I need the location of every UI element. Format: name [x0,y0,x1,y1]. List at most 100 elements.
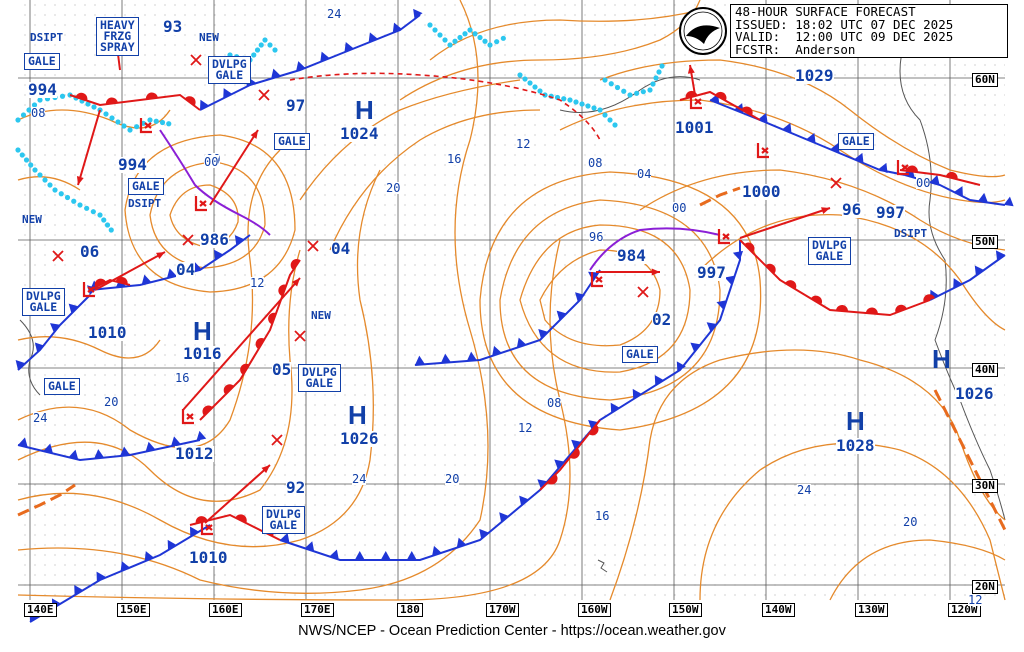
low-symbols [52,29,909,536]
cold-front-triangle [995,250,1006,261]
cold-front-triangle [878,162,888,174]
heavy-freezing-spray-warning: HEAVY FRZG SPRAY [96,17,139,56]
cold-front-triangle [466,351,477,362]
cold-front-triangle [96,571,106,582]
warm-front-half-circle [785,280,797,290]
cold-front-triangle [320,51,330,62]
ice-edge-dot [26,107,32,113]
cold-front-line [929,254,1006,301]
warm-front-half-circle [835,304,848,312]
ice-edge-dot [612,122,618,128]
cold-front-triangle [380,551,391,560]
low-pressure-label: 1001 [675,118,714,137]
isobar-line [429,9,701,61]
ice-edge-dot [607,117,613,123]
low-pressure-label: 984 [617,246,646,265]
ice-edge-dot [134,124,140,130]
lat-label-60n: 60N [972,73,998,87]
ice-edge-dot [85,101,91,107]
high-pressure-label: 1016 [183,344,222,363]
cold-front-triangle [977,192,988,203]
ice-edge-dot [602,77,608,83]
motion-arrow-head-icon [291,278,300,287]
isobar-line [17,149,281,449]
cold-front-triangle [588,420,599,430]
isobar-label: 12 [516,137,531,151]
cold-front-triangle [571,439,582,450]
cold-front-triangle [732,250,744,261]
ice-edge-dot [457,34,463,41]
footer-credit: NWS/NCEP - Ocean Prediction Center - htt… [298,623,726,639]
cold-front-triangle [234,235,245,246]
cold-front-triangle [354,551,365,560]
ice-edge-dot [585,103,591,109]
forecast-position-x-icon [190,54,202,66]
forecast-position-x-icon [637,286,649,298]
cold-front-triangle [456,537,467,548]
low-center-symbol [717,229,730,245]
ice-edge-dot [97,212,103,218]
warm-front-half-circle [895,304,907,313]
lon-label-140w: 140W [762,603,795,617]
isobar-line [699,442,1006,601]
cold-front-triangle [632,388,642,400]
forecast-position-x-icon [830,177,842,189]
forecast-position-x-icon [182,234,194,246]
ice-edge-dot [659,63,665,69]
forecast-pressure-label: 00 [672,201,687,215]
low-center-symbol [194,196,207,212]
header-forecaster: FCSTR: Anderson [735,41,856,57]
ice-edge-dot [31,102,38,108]
ice-edge-dot [567,97,573,103]
ice-edge-dot [591,105,597,111]
ice-edge-dot [432,27,438,33]
ice-edge-dot [452,38,458,44]
warm-front-line [539,419,601,491]
lon-label-160w: 160W [578,603,611,617]
lon-label-130w: 130W [855,603,888,617]
warm-front-half-circle [75,92,88,101]
motion-arrow-head-icon [261,465,270,474]
lon-label-170w: 170W [486,603,519,617]
low-center-symbol [896,160,909,176]
cold-front-triangle [200,99,209,110]
forecast-pressure-label: 06 [80,242,100,261]
cold-front-triangle [280,533,290,544]
forecast-pressure-label: 05 [272,360,292,379]
ice-edge-dot [108,227,114,233]
occluded-front-line [589,227,721,271]
ice-edge-dot [127,127,133,133]
ice-edge-dot [522,76,528,82]
isobar-line [539,249,661,347]
warm-front-half-circle [105,97,118,105]
ice-edge-dot [561,96,567,102]
cold-front-triangle [120,561,130,572]
low-pressure-label: 1010 [189,548,228,567]
cold-front-triangle [806,132,816,144]
ice-edge-dot [15,117,21,123]
ice-edge-dot [23,157,30,163]
ice-edge-dot [500,35,506,41]
isobar-line [17,239,571,601]
ice-edge-dot [84,205,90,211]
motion-arrow-head-icon [156,252,165,260]
developing-gale-warning: DVLPG GALE [208,56,251,84]
cold-front-triangle [758,112,768,124]
gale-warning: GALE [274,133,310,150]
motion-arrow-head-icon [76,176,84,185]
cold-front-triangle [50,323,61,333]
isobar-label: 08 [547,396,562,410]
high-center-symbol: H [348,400,367,430]
cold-front-triangle [499,512,509,523]
cold-front-line [17,439,201,462]
ice-edge-dot [640,89,646,95]
isobar-label: 12 [250,276,265,290]
cold-front-triangle [74,584,84,596]
cold-front-triangle [492,345,502,356]
cold-front-triangle [43,443,53,454]
cold-front-triangle [329,549,339,560]
ice-edge-dot [442,37,448,43]
motion-arrow [209,129,259,206]
cold-front-triangle [556,310,567,321]
